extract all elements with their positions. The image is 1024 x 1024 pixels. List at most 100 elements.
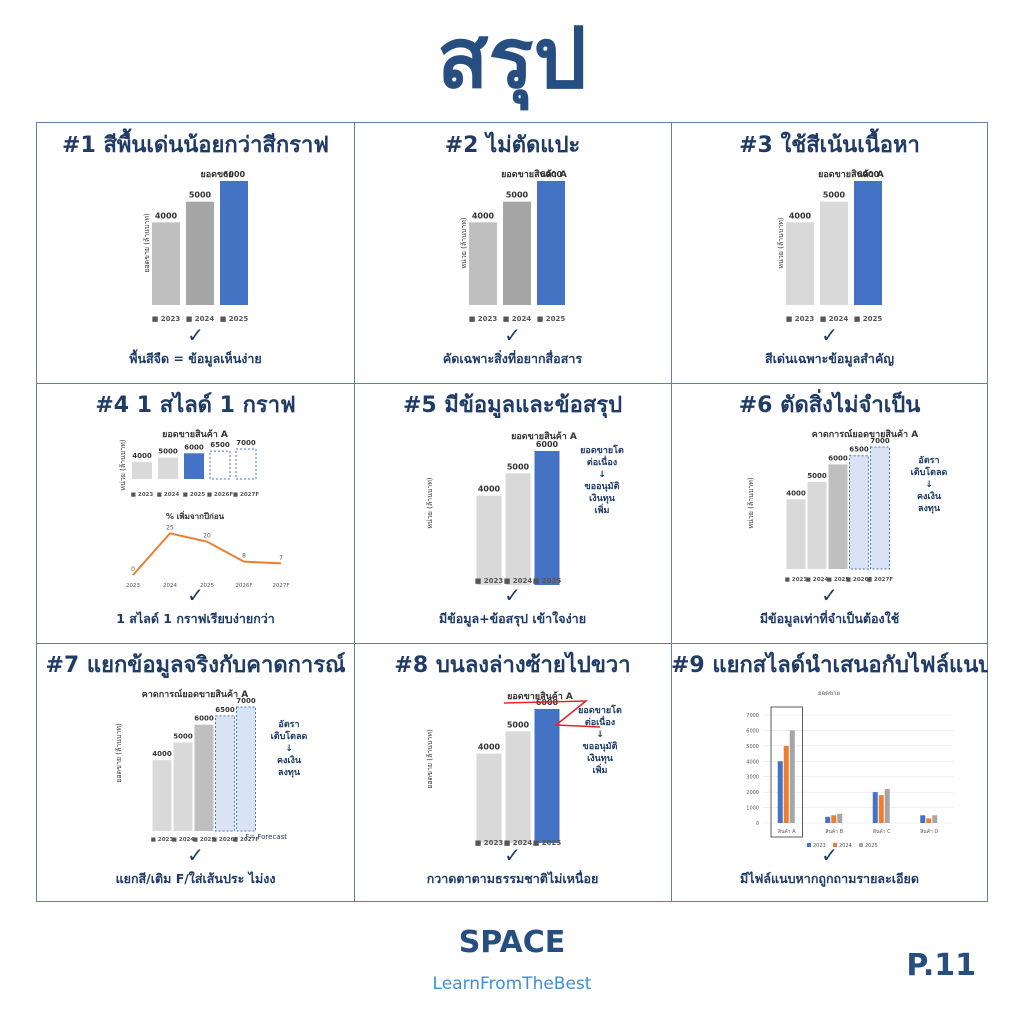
category-label: สินค้า A — [778, 828, 796, 835]
data-label: 4000 — [155, 211, 178, 220]
bar — [476, 753, 502, 843]
category-label: ■ 2024 — [172, 837, 195, 843]
category-label: ■ 2024 — [504, 577, 533, 585]
tagline: LearnFromTheBest — [432, 974, 592, 994]
annotation-text: ↓ — [925, 480, 933, 490]
y-tick-label: 4000 — [746, 759, 759, 765]
category-label: ■ 2025 — [827, 577, 850, 583]
y-axis-label: ยอดขาย (ล้านบาท) — [426, 729, 434, 789]
tip-title: #7 แยกข้อมูลจริงกับคาดการณ์ — [45, 653, 346, 678]
category-label: ■ 2025 — [537, 315, 566, 323]
category-label: ■ 2024 — [504, 839, 533, 847]
legend-label: 2024 — [839, 843, 852, 849]
annotation-text: เพิ่ม — [595, 503, 610, 516]
data-label: 5000 — [173, 732, 193, 740]
category-label: ■ 2023 — [786, 315, 815, 323]
bar — [215, 715, 235, 832]
check-icon: ✓ — [821, 583, 838, 607]
chart-title: ยอดขายสินค้า A — [501, 169, 567, 180]
bar — [777, 761, 783, 823]
y-axis-label: ยอดขาย (ล้านบาท) — [115, 723, 123, 783]
legend-swatch — [833, 843, 837, 847]
bar — [503, 201, 531, 305]
line-data-label: 25 — [166, 524, 174, 531]
bar — [786, 222, 814, 305]
bar — [220, 181, 248, 305]
page-number: P.11 — [906, 948, 976, 983]
data-label: 6000 — [194, 715, 214, 723]
category-label: ■ 2025 — [533, 577, 562, 585]
data-label: 6000 — [857, 170, 880, 179]
bar — [537, 181, 565, 305]
bar — [209, 450, 231, 480]
annotation-text: เพิ่ม — [593, 763, 608, 776]
chart-panel-7: คาดการณ์ยอดขายสินค้า A ยอดขาย (ล้านบาท) 40… — [115, 688, 308, 843]
category-label: สินค้า D — [920, 828, 938, 835]
grid-divider — [37, 383, 987, 384]
tip-cell-2: #2 ไม่ตัดแปะ ยอดขายสินค้า A หน่วย (ล้านบา… — [354, 123, 671, 383]
category-label: ■ 2023 — [469, 315, 498, 323]
category-label: ■ 2026F — [846, 577, 872, 583]
data-label: 5000 — [506, 191, 529, 200]
data-label: 5000 — [507, 462, 530, 471]
chart-title: ยอดขายสินค้า A — [818, 169, 884, 180]
category-label: ■ 2023 — [475, 839, 504, 847]
tip-title: #4 1 สไลด์ 1 กราฟ — [95, 393, 296, 418]
tip-caption: พื้นสีจืด = ข้อมูลเห็นง่าย — [129, 351, 262, 366]
annotation-text: ↓ — [285, 744, 293, 754]
bar — [884, 789, 890, 823]
annotation-text: อัตรา — [278, 719, 299, 730]
category-label: สินค้า C — [873, 828, 891, 835]
annotation-text: อัตรา — [918, 455, 939, 466]
line-data-label: 8 — [242, 553, 246, 560]
grid-divider — [671, 123, 672, 901]
bar — [828, 464, 848, 569]
bar — [476, 495, 502, 585]
annotation-text: ขออนุมัติ — [583, 741, 618, 752]
space-logo: SPACE — [459, 925, 566, 960]
tip-cell-7: #7 แยกข้อมูลจริงกับคาดการณ์ คาดการณ์ยอดข… — [37, 643, 354, 903]
bar — [878, 795, 884, 823]
tip-caption: แยกสี/เติม F/ใส่เส้นประ ไม่งง — [115, 871, 276, 886]
annotation-text: ยอดขายโต — [578, 704, 622, 716]
bar — [184, 453, 204, 479]
data-label: 6500 — [210, 441, 230, 449]
annotation-text: ต่อเนื่อง — [585, 715, 615, 728]
bar — [505, 731, 531, 843]
data-label: 4000 — [152, 750, 172, 758]
category-label: ■ 2024 — [186, 315, 215, 323]
data-label: 5000 — [507, 720, 530, 729]
bar — [789, 730, 795, 823]
tip-title: #2 ไม่ตัดแปะ — [444, 133, 581, 158]
annotation-text: เติบโตลด — [271, 730, 308, 742]
category-label: ■ 2025 — [183, 492, 206, 498]
category-label: ■ 2024 — [820, 315, 849, 323]
line-x-label: 2024 — [163, 583, 177, 589]
category-label: ■ 2026F — [212, 837, 238, 843]
bar — [186, 201, 214, 305]
tip-caption: กวาดตาตามธรรมชาติไม่เหนื่อย — [426, 871, 599, 886]
chart-panel-8: ยอดขายสินค้า A ยอดขาย (ล้านบาท) 4000 ■ 2023… — [426, 691, 622, 847]
check-icon: ✓ — [187, 323, 204, 347]
data-label: 6000 — [540, 170, 563, 179]
annotation-text: ลงทุน — [918, 504, 941, 514]
line-data-label: 20 — [203, 533, 211, 540]
data-label: 6500 — [215, 706, 235, 714]
tip-title: #9 แยกสไลด์นำเสนอกับไฟล์แนบ — [671, 653, 988, 678]
chart-title: คาดการณ์ยอดขายสินค้า A — [812, 428, 918, 440]
bar — [820, 201, 848, 305]
category-label: ■ 2023 — [152, 315, 181, 323]
chart-title: ยอดขาย — [818, 690, 840, 697]
bar — [926, 818, 932, 823]
tip-cell-4: #4 1 สไลด์ 1 กราฟ ยอดขายสินค้า A หน่วย (ล… — [37, 383, 354, 643]
check-icon: ✓ — [187, 843, 204, 867]
line-data-label: 7 — [279, 554, 283, 561]
bar — [469, 222, 497, 305]
data-label: 4000 — [789, 211, 812, 220]
bar — [920, 815, 926, 823]
bar — [194, 724, 214, 831]
logo-text: SPACE — [459, 925, 566, 960]
bar — [534, 709, 560, 843]
category-label: ■ 2025 — [854, 315, 883, 323]
